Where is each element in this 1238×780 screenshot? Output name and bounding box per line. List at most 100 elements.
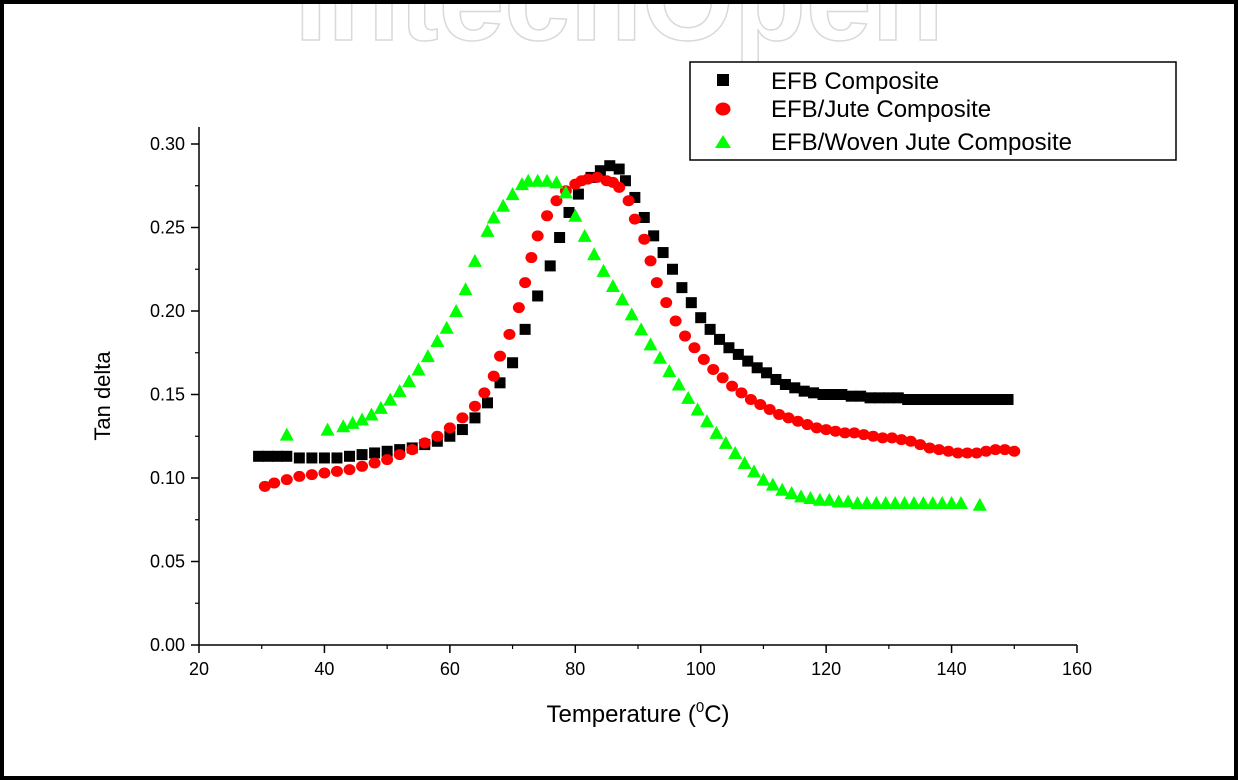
data-point-triangle	[355, 412, 370, 426]
data-point-circle	[431, 430, 444, 442]
data-point-circle	[867, 430, 880, 442]
x-axis-title-superscript: 0	[696, 699, 704, 716]
data-point-square	[742, 355, 754, 367]
data-point-circle	[763, 404, 776, 416]
data-point-circle	[857, 429, 870, 441]
data-point-square	[494, 377, 506, 389]
data-point-square	[469, 412, 481, 424]
data-point-triangle	[850, 496, 865, 510]
data-point-triangle	[402, 374, 417, 388]
data-point-circle	[679, 330, 692, 342]
data-point-circle	[754, 399, 767, 411]
data-point-circle	[961, 447, 974, 459]
data-point-circle	[989, 444, 1002, 456]
data-point-triangle	[568, 208, 583, 222]
data-point-circle	[773, 409, 786, 421]
data-point-triangle	[747, 464, 762, 478]
x-tick-label: 80	[565, 659, 585, 679]
data-point-circle	[418, 437, 431, 449]
data-point-triangle	[364, 407, 379, 421]
legend-marker-efb-woven-jute	[715, 135, 731, 148]
data-point-triangle	[916, 496, 931, 510]
data-point-circle	[622, 195, 635, 207]
data-point-triangle	[671, 377, 686, 391]
x-tick-label: 100	[686, 659, 716, 679]
data-point-triangle	[728, 445, 743, 459]
legend-label-efb-jute: EFB/Jute Composite	[771, 96, 991, 123]
data-point-square	[996, 394, 1008, 406]
data-point-triangle	[906, 496, 921, 510]
data-point-circle	[343, 464, 356, 476]
data-point-triangle	[737, 455, 752, 469]
data-point-circle	[503, 328, 516, 340]
data-point-square	[638, 211, 650, 223]
data-point-square	[836, 389, 848, 400]
data-point-triangle	[822, 492, 837, 506]
data-point-circle	[923, 442, 936, 454]
data-point-square	[779, 378, 791, 390]
data-point-square	[855, 390, 867, 402]
data-point-triangle	[953, 496, 968, 510]
data-point-triangle	[320, 422, 335, 436]
data-point-triangle	[392, 384, 407, 398]
data-point-square	[604, 160, 616, 172]
data-point-triangle	[925, 496, 940, 510]
data-point-square	[949, 394, 961, 406]
data-point-square	[262, 450, 274, 462]
data-point-triangle	[812, 492, 827, 506]
x-tick-label: 20	[189, 659, 209, 679]
y-tick-label: 0.05	[150, 552, 185, 572]
data-point-triangle	[279, 427, 294, 441]
data-point-square	[657, 247, 669, 259]
legend-label-efb-woven-jute: EFB/Woven Jute Composite	[771, 129, 1072, 156]
data-point-circle	[468, 400, 481, 412]
data-point-square	[271, 450, 283, 462]
data-point-square	[318, 452, 330, 464]
data-point-square	[572, 188, 584, 200]
data-point-circle	[885, 432, 898, 444]
data-point-triangle	[935, 496, 950, 510]
data-point-square	[563, 206, 575, 218]
data-point-circle	[478, 387, 491, 399]
data-point-triangle	[643, 337, 658, 351]
data-point-triangle	[505, 187, 520, 201]
data-point-triangle	[615, 292, 630, 306]
data-point-triangle	[383, 392, 398, 406]
data-point-circle	[782, 412, 795, 424]
data-point-circle	[650, 277, 663, 289]
data-point-triangle	[765, 477, 780, 491]
data-point-square	[920, 394, 932, 406]
data-point-triangle	[496, 198, 511, 212]
data-point-circle	[933, 444, 946, 456]
data-point-square	[695, 312, 707, 324]
data-point-triangle	[514, 177, 529, 191]
data-point-triangle	[624, 307, 639, 321]
data-point-circle	[914, 439, 927, 451]
data-point-square	[532, 290, 544, 302]
data-point-circle	[697, 353, 710, 365]
data-point-square	[798, 385, 810, 397]
data-point-triangle	[449, 304, 464, 317]
data-point-square	[873, 392, 885, 404]
data-point-triangle	[486, 210, 501, 224]
data-point-circle	[810, 422, 823, 434]
x-axis-title: Temperature (0C)	[546, 699, 729, 728]
data-point-circle	[393, 449, 406, 461]
data-point-triangle	[558, 185, 573, 199]
x-tick-label: 140	[937, 659, 967, 679]
data-point-square	[369, 447, 381, 459]
data-point-circle	[525, 252, 538, 264]
data-point-square	[892, 392, 904, 404]
data-point-circle	[330, 465, 343, 477]
data-point-circle	[895, 434, 908, 446]
data-point-circle	[876, 432, 889, 444]
data-point-triangle	[467, 253, 482, 267]
data-point-triangle	[803, 491, 818, 505]
data-point-square	[507, 357, 519, 369]
data-point-circle	[456, 412, 469, 424]
data-point-square	[344, 450, 356, 462]
data-point-triangle	[859, 496, 874, 510]
data-point-triangle	[775, 482, 790, 496]
data-point-square	[293, 452, 305, 464]
